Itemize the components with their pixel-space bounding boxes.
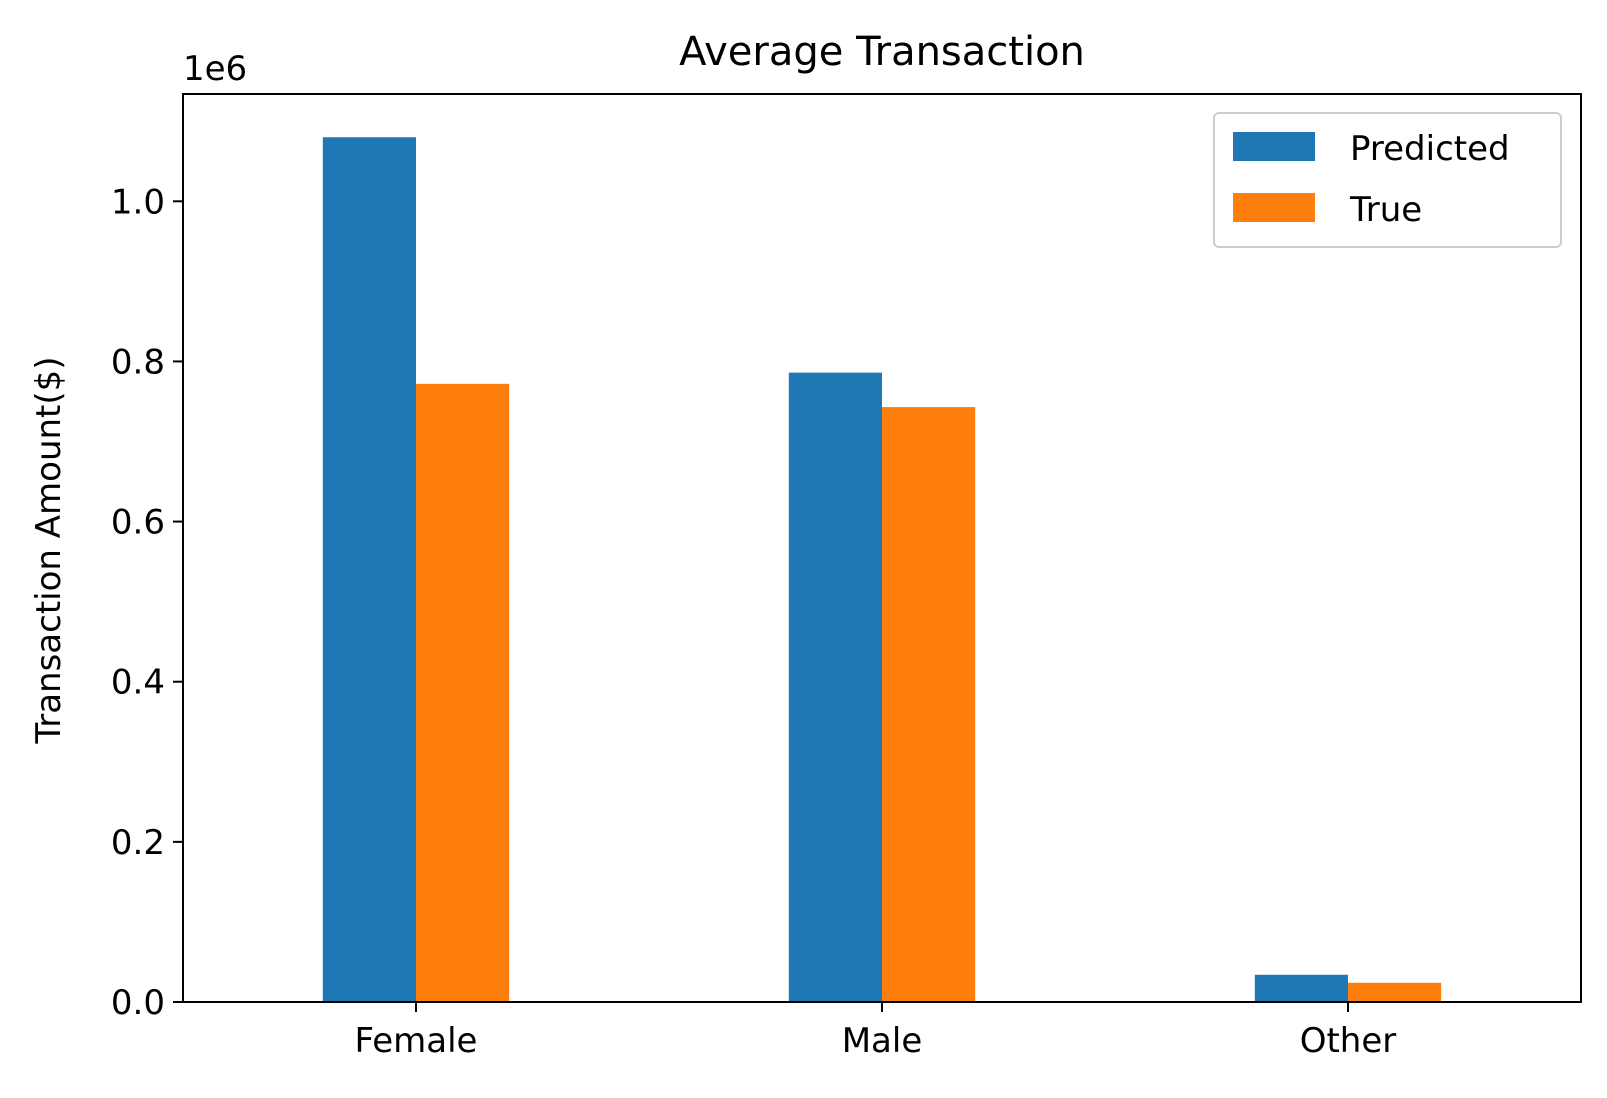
chart-title: Average Transaction	[679, 29, 1085, 75]
y-tick-label: 1.0	[111, 182, 165, 222]
legend-label-predicted: Predicted	[1350, 129, 1510, 169]
bar-predicted-male	[788, 372, 882, 1002]
legend-swatch-predicted	[1233, 132, 1315, 161]
y-tick-label: 0.6	[111, 503, 165, 543]
legend-label-true: True	[1349, 190, 1422, 230]
plot-frame	[182, 93, 1582, 1003]
bar-predicted-other	[1254, 974, 1348, 1002]
y-axis-label: Transaction Amount($)	[29, 356, 69, 744]
y-tick-label: 0.2	[111, 823, 165, 863]
y-tick-label: 0.8	[111, 342, 165, 382]
bar-true-other	[1348, 982, 1442, 1002]
legend-swatch-true	[1233, 193, 1315, 222]
y-tick-label: 0.0	[111, 983, 165, 1023]
bar-true-male	[882, 407, 976, 1003]
y-axis-ticks: 0.0 0.2 0.4 0.6 0.8 1.0	[111, 182, 183, 1023]
x-tick-label-male: Male	[842, 1021, 923, 1061]
y-axis-offset-label: 1e6	[183, 49, 247, 89]
bars-group	[322, 137, 1442, 1003]
bar-predicted-female	[322, 137, 416, 1002]
x-tick-label-other: Other	[1300, 1021, 1397, 1061]
legend: Predicted True	[1213, 112, 1562, 248]
bar-true-female	[416, 383, 510, 1003]
y-tick-label: 0.4	[111, 663, 165, 703]
x-axis-ticks: Female Male Other	[355, 1002, 1397, 1061]
x-tick-label-female: Female	[355, 1021, 478, 1061]
